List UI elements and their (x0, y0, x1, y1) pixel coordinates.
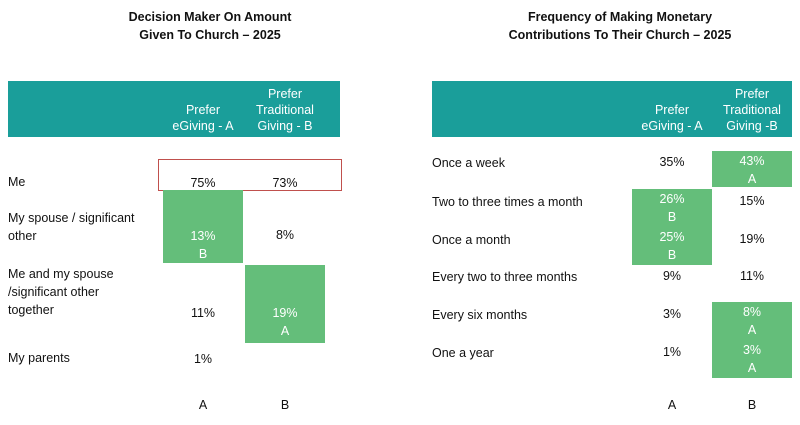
row-label: Me (8, 173, 158, 191)
table-title-line: Contributions To Their Church – 2025 (508, 28, 732, 42)
significance-letter: B (667, 248, 677, 262)
significance-letter: B (667, 210, 677, 224)
cell-value: 8% (742, 305, 762, 319)
row-label: Two to three times a month (432, 193, 632, 211)
cell-value: 3% (742, 343, 762, 357)
table-title-line: Frequency of Making Monetary (527, 10, 713, 24)
row-label-line: Two to three times a month (432, 195, 583, 209)
significance-cell (632, 189, 712, 227)
column-header-line: Prefer (654, 103, 690, 117)
cell-value: 26% (659, 192, 685, 206)
significance-cell (712, 302, 792, 340)
significance-cell (632, 227, 712, 265)
table-title: Frequency of Making Monetary Contribution… (470, 8, 770, 44)
row-label-line: Me (8, 175, 26, 189)
cell-value: 73% (272, 176, 298, 190)
significance-letter: A (747, 361, 757, 375)
cell-value: 11% (739, 269, 765, 283)
cell-value: 25% (659, 230, 685, 244)
row-label-line: Me and my spouse (8, 267, 114, 281)
column-header: Prefer eGiving - A (163, 81, 243, 134)
significance-letter: A (747, 323, 757, 337)
cell-value: 8% (275, 228, 295, 242)
cell-value: 3% (662, 307, 682, 321)
row-label: Every six months (432, 306, 632, 324)
significance-cell (712, 151, 792, 187)
row-label-line: /significant other (8, 285, 100, 299)
column-header: Prefer Traditional Giving -B (712, 81, 792, 134)
column-letter: A (667, 398, 677, 412)
column-header-line: Prefer (267, 87, 303, 101)
significance-cell (712, 340, 792, 378)
significance-letter: A (280, 324, 290, 338)
row-label: My spouse / significant other (8, 209, 158, 245)
column-header-line: Giving - B (257, 119, 313, 133)
row-label-line: together (8, 303, 54, 317)
row-label-line: Every two to three months (432, 270, 578, 284)
row-label-line: Once a month (432, 233, 511, 247)
cell-value: 15% (739, 194, 765, 208)
row-label: Once a week (432, 154, 632, 172)
significance-cell (163, 190, 243, 263)
significance-letter: A (747, 172, 757, 186)
column-header-line: Giving -B (726, 119, 778, 133)
column-header-line: eGiving - A (641, 119, 703, 133)
cell-value: 11% (190, 306, 216, 320)
cell-value: 35% (659, 155, 685, 169)
row-label: Every two to three months (432, 268, 632, 286)
column-letter: B (747, 398, 757, 412)
row-label-line: One a year (432, 346, 494, 360)
cell-value: 19% (739, 232, 765, 246)
cell-value: 9% (662, 269, 682, 283)
highlight-box (158, 159, 342, 191)
significance-letter: B (198, 247, 208, 261)
column-header: Prefer Traditional Giving - B (245, 81, 325, 134)
header-band (432, 81, 792, 137)
row-label: One a year (432, 344, 632, 362)
column-header-line: Prefer (185, 103, 221, 117)
column-header: Prefer eGiving - A (632, 81, 712, 134)
cell-value: 19% (272, 306, 298, 320)
column-header-line: Prefer (734, 87, 770, 101)
cell-value: 75% (190, 176, 216, 190)
column-letter: A (198, 398, 208, 412)
row-label: My parents (8, 349, 158, 367)
column-header-line: eGiving - A (172, 119, 234, 133)
row-label-line: My parents (8, 351, 70, 365)
header-band (8, 81, 340, 137)
cell-value: 1% (193, 352, 213, 366)
table-title: Decision Maker On Amount Given To Church … (60, 8, 360, 44)
column-letter: B (280, 398, 290, 412)
table-title-line: Decision Maker On Amount (128, 10, 292, 24)
row-label: Me and my spouse/significant other togeth… (8, 265, 158, 319)
table-title-line: Given To Church – 2025 (139, 28, 281, 42)
row-label-line: My spouse / significant (8, 211, 135, 225)
row-label: Once a month (432, 231, 632, 249)
row-label-line: Once a week (432, 156, 505, 170)
row-label-line: Every six months (432, 308, 528, 322)
row-label-line: other (8, 229, 37, 243)
cell-value: 1% (662, 345, 682, 359)
column-header-line: Traditional (256, 103, 314, 117)
column-header-line: Traditional (723, 103, 781, 117)
cell-value: 13% (190, 229, 216, 243)
cell-value: 43% (739, 154, 765, 168)
significance-cell (245, 265, 325, 343)
